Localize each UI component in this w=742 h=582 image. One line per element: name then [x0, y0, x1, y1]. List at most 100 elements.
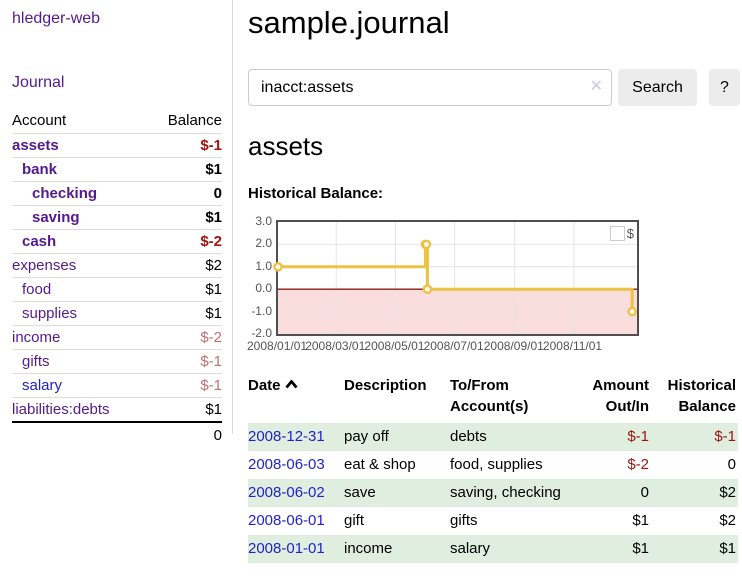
account-row: salary $-1: [12, 373, 222, 398]
register-row: 2008-06-03 eat & shop food, supplies $-2 0: [248, 451, 738, 479]
transaction-amount: $-1: [627, 428, 649, 445]
account-row: income $-2: [12, 325, 222, 350]
x-tick-label: 2008/01/01: [247, 339, 308, 353]
search-box: ✕: [248, 69, 612, 106]
transaction-accounts: salary: [450, 540, 491, 557]
account-balance: $1: [146, 301, 222, 326]
transaction-amount: 0: [640, 484, 649, 501]
account-link[interactable]: checking: [32, 185, 98, 202]
transaction-balance: $2: [719, 484, 736, 501]
transaction-description: income: [344, 540, 393, 557]
clear-search-icon[interactable]: ✕: [589, 78, 603, 95]
sidebar: hledger-web Journal Account Balance asse…: [0, 0, 233, 447]
transaction-accounts: food, supplies: [450, 456, 543, 473]
search-button[interactable]: Search: [618, 69, 697, 106]
x-tick-label: 2008/07/01: [423, 339, 484, 353]
account-link[interactable]: cash: [22, 233, 57, 250]
y-tick-label: -2.0: [251, 326, 272, 340]
account-link[interactable]: gifts: [22, 353, 50, 370]
account-balance: $-1: [146, 349, 222, 374]
data-point-marker: [627, 306, 637, 317]
transaction-amount: $-2: [627, 456, 649, 473]
y-tick-label: 2.0: [255, 236, 272, 251]
transaction-description: save: [344, 484, 376, 501]
page-title: sample.journal: [248, 5, 450, 40]
account-balance: $1: [146, 157, 222, 182]
sidebar-nav: Journal: [12, 74, 222, 92]
register-header-to-from-account-s-: To/From Account(s): [450, 377, 529, 415]
transaction-date-link[interactable]: 2008-12-31: [248, 428, 325, 445]
y-tick-label: 0.0: [255, 281, 272, 296]
account-balance: 0: [146, 181, 222, 206]
account-link[interactable]: bank: [22, 161, 58, 178]
app-brand: hledger-web: [12, 10, 222, 28]
search-bar: ✕ Search ?: [248, 69, 740, 106]
y-tick-label: 3.0: [255, 214, 272, 228]
transaction-date-link[interactable]: 2008-06-02: [248, 484, 325, 501]
register-header-historical-balance: Historical Balance: [667, 377, 736, 415]
account-balance: $-2: [146, 229, 222, 254]
chart-legend: $: [609, 226, 634, 241]
register-row: 2008-01-01 income salary $1 $1: [248, 535, 738, 563]
account-link[interactable]: saving: [32, 209, 80, 226]
account-row: saving $1: [12, 205, 222, 230]
account-row: supplies $1: [12, 301, 222, 326]
transaction-amount: $1: [632, 512, 649, 529]
accounts-table: Account Balance assets $-1 bank $1 checking 0…: [12, 109, 222, 447]
account-link[interactable]: expenses: [12, 257, 77, 274]
accounts-total-row: 0: [12, 421, 222, 447]
account-link[interactable]: supplies: [22, 305, 78, 322]
account-row: assets $-1: [12, 133, 222, 158]
brand-link[interactable]: hledger-web: [12, 10, 101, 27]
account-balance: $1: [146, 277, 222, 302]
x-tick-label: 2008/09/01: [483, 339, 544, 353]
nav-journal-link[interactable]: Journal: [12, 74, 65, 91]
register-header-row: Date Description To/From Account(s) Amount …: [248, 373, 738, 423]
account-row: checking 0: [12, 181, 222, 206]
account-link[interactable]: salary: [22, 377, 63, 394]
transaction-date-link[interactable]: 2008-06-03: [248, 456, 325, 473]
register-table: Date Description To/From Account(s) Amount …: [248, 373, 738, 563]
transaction-balance: $1: [719, 540, 736, 557]
search-input[interactable]: [248, 69, 612, 106]
legend-swatch-icon: [609, 226, 625, 241]
register-header-description: Description: [344, 377, 427, 394]
sort-ascending-icon: [284, 380, 298, 389]
transaction-description: pay off: [344, 428, 389, 445]
transaction-accounts: gifts: [450, 512, 478, 529]
historical-balance-chart: 3.0 2.0 1.0 0.0 -1.0 -2.0 $ 2008/01/01 2008/03…: [247, 214, 740, 353]
x-tick-label: 2008/05/01: [364, 339, 425, 353]
transaction-description: eat & shop: [344, 456, 416, 473]
account-row: expenses $2: [12, 253, 222, 278]
account-link[interactable]: liabilities:debts: [12, 401, 110, 418]
transaction-date-link[interactable]: 2008-06-01: [248, 512, 325, 529]
x-tick-label: 2008/03/01: [305, 339, 366, 353]
account-row: bank $1: [12, 157, 222, 182]
account-balance: $1: [146, 205, 222, 230]
transaction-accounts: debts: [450, 428, 487, 445]
account-row: food $1: [12, 277, 222, 302]
account-balance: $-1: [146, 133, 222, 158]
data-point-marker: [422, 284, 433, 294]
transaction-description: gift: [344, 512, 365, 529]
chart-heading: Historical Balance:: [248, 185, 384, 202]
help-button[interactable]: ?: [709, 69, 740, 106]
y-tick-label: -1.0: [251, 303, 272, 318]
account-row: liabilities:debts $1: [12, 397, 222, 423]
account-row: cash $-2: [12, 229, 222, 254]
transaction-amount: $1: [632, 540, 649, 557]
transaction-date-link[interactable]: 2008-01-01: [248, 540, 325, 557]
account-link[interactable]: food: [22, 281, 52, 298]
register-row: 2008-06-01 gift gifts $1 $2: [248, 507, 738, 535]
accounts-header-row: Account Balance: [12, 109, 222, 134]
account-balance: $-1: [146, 373, 222, 398]
account-link[interactable]: assets: [12, 137, 59, 154]
accounts-header-balance: Balance: [146, 109, 222, 134]
register-row: 2008-06-02 save saving, checking 0 $2: [248, 479, 738, 507]
transaction-balance: $-1: [714, 428, 736, 445]
account-balance: $-2: [146, 325, 222, 350]
register-header-date[interactable]: Date: [248, 373, 344, 423]
legend-label: $: [626, 226, 634, 241]
x-tick-label: 2008/11/01: [542, 339, 603, 353]
account-link[interactable]: income: [12, 329, 61, 346]
